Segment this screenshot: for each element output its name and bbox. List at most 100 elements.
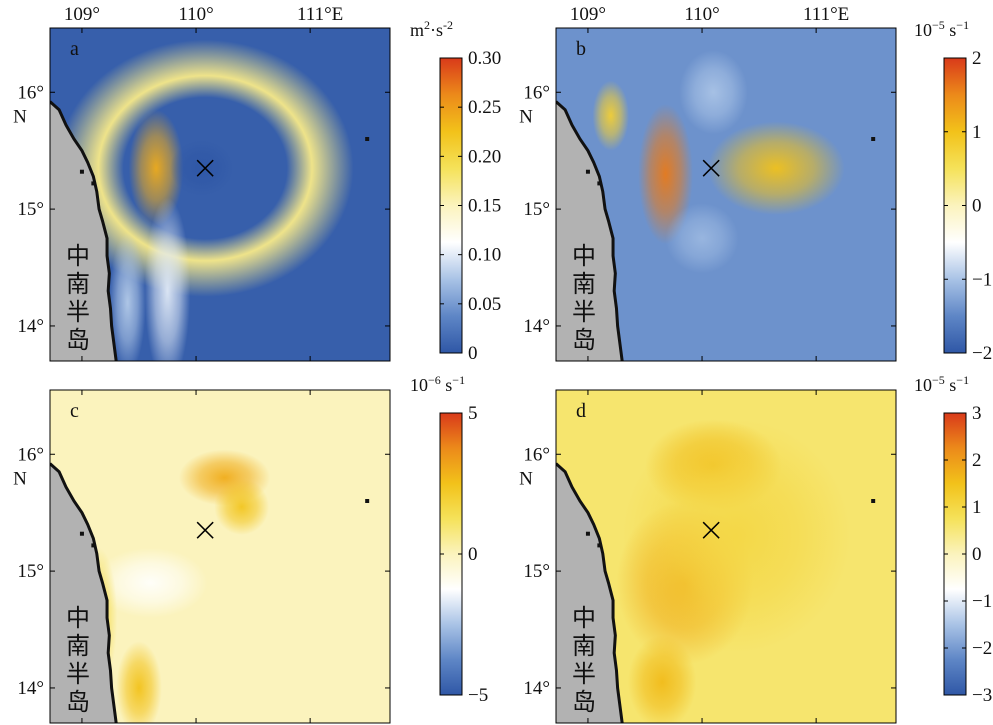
colorbar-unit-part: s	[441, 375, 453, 395]
island	[91, 181, 96, 186]
lat-tick-label: 15°	[523, 199, 550, 220]
colorbar: 5 0 −5 10−6 s−1	[410, 373, 488, 706]
island	[585, 531, 590, 536]
lon-tick-label: 110°	[178, 4, 213, 25]
field-feature	[707, 121, 845, 215]
land-mass	[50, 463, 117, 723]
colorbar-unit-part: s	[945, 20, 957, 40]
land-mass	[556, 101, 623, 361]
colorbar-tick-label: −1	[972, 591, 992, 612]
field-feature	[665, 203, 739, 274]
coastline	[556, 100, 624, 361]
colorbar: 0.30 0.25 0.20 0.15 0.10 0.05 0 m2·s-2	[410, 18, 501, 364]
heatmap-field	[50, 390, 390, 723]
land-label-char: 南	[66, 271, 90, 298]
land-label-char: 中	[66, 605, 90, 632]
island	[79, 169, 84, 174]
heatmap-field	[556, 390, 896, 723]
map-frame	[555, 27, 897, 362]
island	[91, 543, 96, 548]
island	[597, 181, 602, 186]
colorbar-unit-part: 10	[914, 375, 932, 395]
island	[871, 499, 876, 503]
land-label-char: 半	[572, 661, 596, 688]
field-feature	[638, 103, 693, 245]
colorbar-tick-label: −2	[972, 638, 992, 659]
island	[365, 137, 370, 141]
island	[871, 137, 876, 141]
colorbar-tick-label: 0.15	[468, 196, 501, 217]
lat-unit-label: N	[13, 468, 27, 489]
island	[365, 499, 370, 503]
lat-tick-label: 16°	[523, 444, 550, 465]
field-feature	[109, 232, 146, 361]
colorbar-unit-part: −1	[956, 18, 969, 32]
colorbar-unit-part: −1	[956, 373, 969, 387]
land-label-char: 半	[66, 299, 90, 326]
lat-tick-label: 16°	[17, 82, 44, 103]
colorbar-tick-label: 2	[972, 450, 982, 471]
panel-letter: a	[70, 38, 79, 60]
colorbar: 210−1−210−5 s−1	[914, 18, 992, 364]
land-label-char: 中	[572, 243, 596, 270]
colorbar-tick-label: 0.20	[468, 146, 501, 167]
colorbar-tick-label: 0.25	[468, 97, 501, 118]
lat-tick-label: 14°	[17, 316, 44, 337]
field-feature	[93, 547, 208, 618]
colorbar-unit: 10−6 s−1	[410, 373, 465, 395]
land-label-char: 半	[66, 661, 90, 688]
lat-unit-label: N	[519, 468, 533, 489]
coastline	[50, 462, 118, 723]
lon-tick-label: 109°	[64, 4, 100, 25]
land-label-char: 南	[66, 633, 90, 660]
colorbar-tick-label: 0	[468, 544, 478, 565]
field-feature	[214, 478, 270, 535]
map-frame	[49, 389, 391, 724]
colorbar-tick-label: −3	[972, 685, 992, 706]
colorbar-tick-label: 0	[468, 343, 478, 364]
colorbar-tick-label: 0.05	[468, 294, 501, 315]
colorbar-unit-part: −6	[428, 373, 441, 387]
panel-letter: c	[70, 400, 79, 422]
field-feature	[592, 80, 630, 151]
lat-tick-label: 16°	[523, 82, 550, 103]
land-label-char: 中	[572, 605, 596, 632]
colorbar-unit-part: −5	[932, 373, 945, 387]
lon-tick-label: 111°E	[297, 4, 343, 25]
land-label-char: 南	[572, 633, 596, 660]
land-label-char: 岛	[572, 689, 596, 716]
island	[79, 531, 84, 536]
colorbar-tick-label: 2	[972, 48, 982, 69]
coastline	[50, 100, 118, 361]
land-label-char: 南	[572, 271, 596, 298]
lat-tick-label: 14°	[17, 678, 44, 699]
lat-unit-label: N	[519, 106, 533, 127]
colorbar-unit-part: m	[410, 20, 424, 40]
lon-tick-label: 109°	[570, 4, 606, 25]
colorbar-tick-label: −5	[468, 685, 488, 706]
colorbar-unit-part: 10	[410, 375, 428, 395]
field-feature	[128, 109, 184, 227]
colorbar-unit-part: -2	[443, 18, 453, 32]
lat-unit-label: N	[13, 106, 27, 127]
coastline	[556, 462, 624, 723]
island	[585, 169, 590, 174]
lat-tick-label: 15°	[17, 199, 44, 220]
colorbar-tick-label: 0	[972, 544, 982, 565]
lat-tick-label: 14°	[523, 316, 550, 337]
eddy-center-marker	[196, 521, 214, 539]
colorbar-tick-label: 0.10	[468, 245, 501, 266]
heatmap-field	[50, 28, 390, 361]
colorbar-unit-part: −1	[452, 373, 465, 387]
colorbar-tick-label: 3	[972, 403, 982, 424]
lon-tick-label: 111°E	[803, 4, 849, 25]
colorbar-tick-label: 5	[468, 403, 478, 424]
colorbar-tick-label: 0	[972, 196, 982, 217]
lat-tick-label: 16°	[17, 444, 44, 465]
